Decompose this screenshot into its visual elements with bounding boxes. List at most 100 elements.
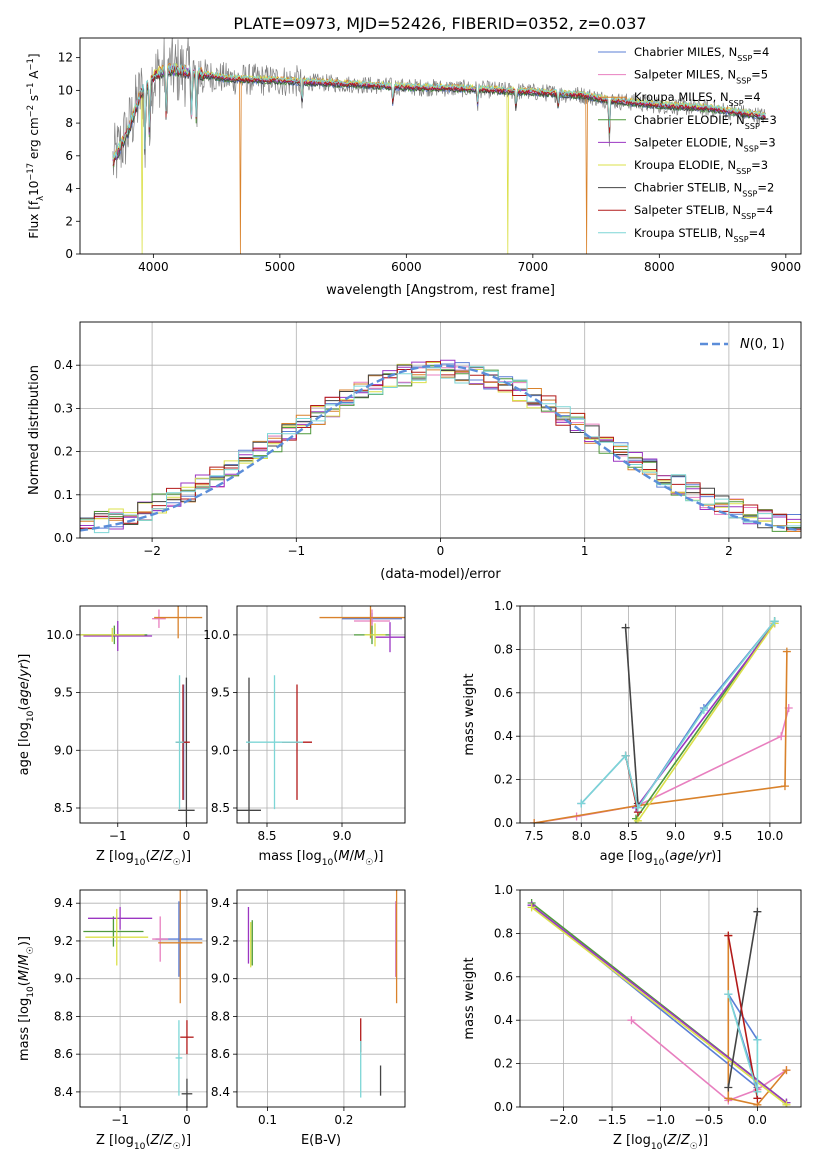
age_vs_z-y-label-part: ( [17, 705, 32, 710]
y-tick-label: 9.2 [211, 934, 230, 948]
y-tick-label: 8.8 [211, 1009, 230, 1023]
legend-label-chabrier_stelib-part: SSP [742, 189, 757, 198]
y-tick-label: 9.0 [211, 743, 230, 757]
spectrum-y-label-part: Flux [f [27, 200, 41, 238]
axes-spectrum: 4000 5000 6000 7000 8000 9000 0 2 4 6 8 10 12 wavelen… [25, 37, 802, 298]
legend-label-salpeter_stelib-part: Salpeter STELIB, N [634, 203, 741, 217]
age_vs_z-y-label-part: 10 [26, 710, 36, 722]
spectrum-y-label-part: 10 [27, 181, 41, 196]
y-tick-label: 0.2 [54, 445, 73, 459]
mass_vs_ebv-x-label: E(B-V) [301, 1133, 341, 1148]
spectrum-x-label: wavelength [Angstrom, rest frame] [326, 283, 555, 298]
y-tick-label: 9.0 [54, 743, 73, 757]
mass_vs_z-y-label: mass [log10(M/M☉)] [17, 936, 36, 1061]
y-tick-label: 1.0 [494, 599, 513, 613]
mass_vs_z-y-label-part: )] [17, 936, 32, 946]
legend-label-kroupa_stelib: Kroupa STELIB, NSSP=4 [634, 226, 766, 244]
y-tick-label: 9.0 [54, 972, 73, 986]
legend-label-chabrier_elodie-part: Chabrier ELODIE, N [634, 113, 745, 127]
weight_vs_z-y-label: mass weight [462, 957, 477, 1039]
legend-label-salpeter_stelib: Salpeter STELIB, NSSP=4 [634, 203, 773, 221]
plot-area-mass_vs_z [83, 890, 203, 1107]
axes-frame [519, 605, 802, 824]
age_vs_z-y-label-part: age [17, 681, 32, 705]
legend-label-chabrier_stelib-part: Chabrier STELIB, N [634, 181, 742, 195]
y-tick-label: 9.4 [211, 896, 230, 910]
weight-point-kroupa_stelib [577, 799, 586, 808]
age_vs_z-x-label-part: )] [181, 849, 191, 864]
mass_vs_z-x-label-part: Z [150, 1133, 161, 1148]
y-tick-label: 8.5 [211, 801, 230, 815]
y-tick-label: 9.0 [211, 972, 230, 986]
mass_vs_z-y-label-part: / [17, 965, 32, 970]
spectrum-y-label-part: A [27, 70, 41, 83]
y-tick-label: 0.0 [494, 1100, 513, 1114]
y-tick-label: 8 [65, 116, 73, 130]
age_vs_mass-x-label-part: mass [log [259, 849, 322, 864]
age_vs_z-y-label-part: age [log [17, 722, 32, 775]
weight-line-kroupa_elodie [531, 906, 787, 1106]
x-tick-label: 7.5 [525, 829, 544, 843]
x-tick-label: 8000 [644, 260, 675, 274]
age_vs_z-x-label-part: ( [145, 849, 150, 864]
plot-area-weight_vs_age [530, 617, 793, 823]
weight-point-kroupa_stelib [753, 1035, 762, 1044]
weight_vs_age-x-label-part: )] [711, 849, 721, 864]
y-tick-label: 9.5 [54, 686, 73, 700]
mass_vs_z-y-label-part: M [17, 954, 32, 965]
weight_vs_z-x-label-part: Z [log [613, 1133, 651, 1148]
legend-label-kroupa_elodie: Kroupa ELODIE, NSSP=3 [634, 158, 768, 176]
legend-label-chabrier_miles-part: =4 [752, 45, 769, 59]
age_vs_mass-x-label-part: M [354, 849, 365, 864]
axes-weight_vs_z: −2.0 −1.5 −1.0 −0.5 0.0 0.0 0.2 0.4 0.6 0.8 1.0 Z [… [462, 883, 802, 1152]
mass_vs_z-y-label-part: M [17, 970, 32, 981]
spectrum-model-line-salpeter_stelib [112, 65, 766, 166]
age_vs_mass-x-label-part: )] [373, 849, 383, 864]
y-tick-label: 12 [58, 51, 73, 65]
weight-point-kroupa_elodie [782, 1100, 791, 1107]
weight_vs_z-x-label-part: Z [667, 1133, 678, 1148]
plot-area-residual_hist [80, 359, 801, 534]
axes-frame [519, 889, 802, 1108]
weight_vs_age-x-label-part: yr [697, 849, 713, 864]
weight_vs_z-x-label-part: / [676, 1133, 681, 1148]
y-tick-label: 0.4 [54, 358, 73, 372]
x-tick-label: 9000 [771, 260, 802, 274]
y-tick-label: 8.8 [54, 1009, 73, 1023]
spectrum-y-label-part: −1 [25, 83, 35, 95]
legend-label-chabrier_miles-part: SSP [737, 54, 752, 63]
weight-point-kroupa_stelib [770, 617, 779, 626]
mass_vs_z-x-label: Z [log10(Z/Z☉)] [96, 1133, 191, 1152]
age_vs_z-y-label: age [log10(age/yr)] [17, 654, 36, 776]
plot-area-age_vs_mass [237, 606, 405, 823]
legend-label-chabrier_miles: Chabrier MILES, NSSP=4 [634, 45, 769, 63]
weight-point-kroupa_miles [782, 647, 791, 656]
legend-label-kroupa_elodie-part: =3 [751, 158, 768, 172]
age_vs_z-x-label-part: Z [log [96, 849, 134, 864]
mass_vs_z-y-label-part: mass [log [17, 998, 32, 1061]
legend-label-salpeter_elodie-part: Salpeter ELODIE, N [634, 135, 744, 149]
weight-line-kroupa_miles [533, 651, 788, 823]
mass_vs_z-x-label-part: / [159, 1133, 164, 1148]
weight-point-chabrier_stelib [753, 907, 762, 916]
mass_vs_z-x-label-part: 10 [134, 1142, 146, 1152]
age_vs_z-y-label-part: yr [17, 662, 32, 678]
y-tick-label: 10.0 [46, 628, 73, 642]
x-tick-label: −1 [109, 829, 127, 843]
weight-point-chabrier_stelib [724, 1083, 733, 1092]
x-tick-label: 0 [183, 1113, 191, 1127]
weight-line-chabrier_stelib [624, 627, 639, 804]
hist-y-label: Normed distribution [27, 365, 42, 495]
x-tick-label: 2 [725, 544, 733, 558]
weight-point-kroupa_stelib [621, 751, 630, 760]
mass_vs_z-y-label-part: ☉ [26, 946, 36, 954]
mass_vs_z-y-label-part: ( [17, 981, 32, 986]
legend-label-salpeter_elodie: Salpeter ELODIE, NSSP=3 [634, 135, 776, 153]
y-tick-label: 0.2 [494, 773, 513, 787]
y-tick-label: 0.0 [494, 816, 513, 830]
y-tick-label: 8.5 [54, 801, 73, 815]
legend-label-chabrier_elodie: Chabrier ELODIE, NSSP=3 [634, 113, 777, 131]
legend-label-chabrier_stelib-part: =2 [757, 181, 774, 195]
axes-mass_vs_ebv: 0.1 0.2 8.4 8.6 8.8 9.0 9.2 9.4 E(B-V) [211, 889, 406, 1148]
